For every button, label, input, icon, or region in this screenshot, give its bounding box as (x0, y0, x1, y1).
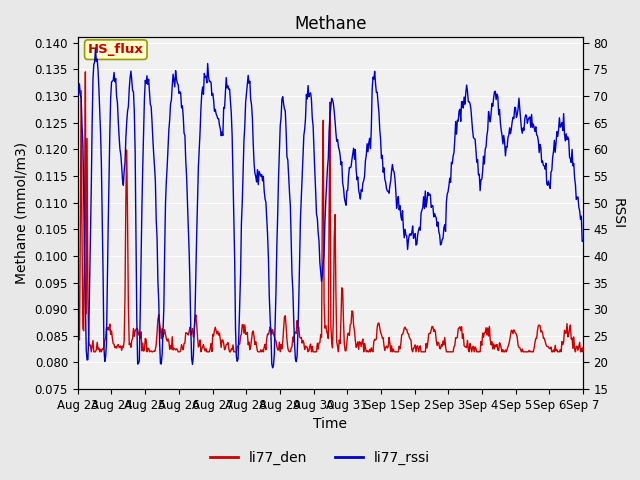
Y-axis label: Methane (mmol/m3): Methane (mmol/m3) (15, 142, 29, 284)
Legend: li77_den, li77_rssi: li77_den, li77_rssi (204, 445, 436, 471)
Title: Methane: Methane (294, 15, 367, 33)
Text: HS_flux: HS_flux (88, 43, 144, 56)
Y-axis label: RSSI: RSSI (611, 198, 625, 229)
X-axis label: Time: Time (314, 418, 348, 432)
